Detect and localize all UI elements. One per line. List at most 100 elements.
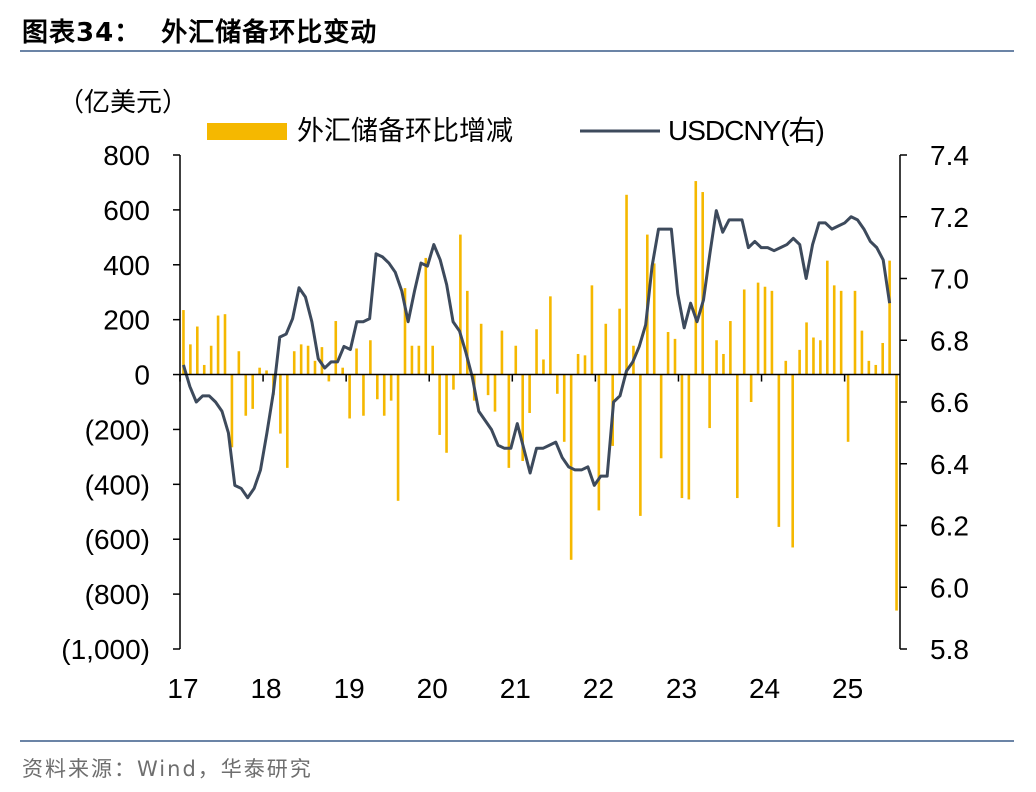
bar: [382, 374, 386, 416]
bar: [618, 308, 621, 375]
bar: [846, 374, 850, 442]
bar: [652, 263, 656, 375]
bar: [749, 374, 753, 402]
bar: [798, 349, 801, 375]
bar: [299, 344, 303, 375]
legend-bar-label: 外汇储备环比增减: [297, 116, 513, 146]
bar: [403, 288, 407, 375]
left-tick-label: (800): [85, 579, 150, 610]
bar: [341, 367, 344, 375]
x-tick-label: 23: [666, 673, 697, 704]
bar: [292, 351, 296, 375]
bar: [763, 286, 767, 375]
bar: [355, 348, 358, 375]
bar: [562, 374, 566, 442]
x-tick-label: 21: [500, 673, 531, 704]
left-tick-label: (1,000): [61, 634, 150, 665]
right-tick-label: 6.0: [930, 572, 969, 603]
bar: [445, 374, 448, 453]
left-tick-label: 800: [103, 140, 150, 171]
bar: [687, 374, 691, 500]
bar: [694, 181, 698, 375]
bar: [826, 260, 829, 375]
left-tick-label: (600): [85, 524, 150, 555]
bar: [327, 374, 331, 382]
bar: [396, 374, 400, 501]
bar: [874, 364, 878, 375]
figure-title: 图表34： 外汇储备环比变动: [22, 18, 378, 48]
right-tick-label: 6.6: [930, 387, 969, 418]
bar: [251, 374, 254, 409]
bar: [209, 345, 213, 375]
bar: [459, 234, 462, 375]
bar: [230, 374, 234, 448]
bar: [535, 329, 538, 375]
bar: [493, 374, 497, 412]
left-tick-label: 600: [103, 195, 150, 226]
bar: [770, 290, 774, 375]
bar: [514, 345, 518, 375]
bar: [736, 374, 739, 499]
bar: [410, 345, 414, 375]
bar: [507, 374, 511, 468]
bar: [182, 310, 185, 375]
bar: [424, 257, 428, 375]
axes: [173, 154, 907, 650]
bar: [791, 374, 794, 548]
bar: [583, 355, 587, 375]
right-tick-label: 6.2: [930, 511, 969, 542]
bar: [819, 340, 822, 375]
bar: [466, 290, 469, 375]
bar: [196, 326, 199, 375]
x-tick-label: 20: [417, 673, 448, 704]
right-tick-label: 7.4: [930, 140, 969, 171]
bar: [805, 322, 808, 375]
bar: [777, 374, 781, 527]
bar-series: [182, 181, 898, 611]
bar: [244, 374, 248, 416]
bar: [334, 321, 338, 375]
bar: [389, 374, 393, 401]
bar: [279, 374, 282, 434]
bar: [673, 338, 677, 375]
bar: [742, 289, 746, 375]
bar: [867, 360, 871, 375]
legend-line-label: USDCNY(右): [668, 115, 824, 146]
legend-bar-swatch: [207, 123, 287, 140]
bar: [216, 315, 220, 375]
bar: [369, 340, 372, 375]
bar: [839, 290, 843, 375]
bar: [639, 374, 642, 516]
x-tick-label: 18: [250, 673, 281, 704]
bar: [258, 367, 261, 375]
bar: [729, 321, 732, 375]
bar: [313, 360, 317, 375]
bar: [542, 359, 545, 375]
bar: [479, 323, 483, 375]
left-tick-label: 200: [103, 305, 150, 336]
x-tick-label: 25: [832, 673, 863, 704]
bar: [860, 330, 864, 375]
bar: [881, 342, 884, 375]
bar: [576, 353, 580, 375]
bar: [625, 194, 628, 375]
bar: [237, 351, 241, 375]
bar: [604, 323, 608, 375]
left-axis-unit: （亿美元）: [58, 87, 188, 117]
bar: [189, 344, 192, 375]
bar: [521, 374, 524, 462]
bar: [417, 345, 421, 375]
x-tick-label: 19: [334, 673, 365, 704]
bar: [680, 374, 684, 499]
right-tick-label: 6.4: [930, 449, 969, 480]
bar: [784, 360, 788, 375]
bar: [452, 374, 455, 390]
bar: [708, 374, 711, 429]
footer-rule: [20, 740, 1014, 742]
right-tick-label: 5.8: [930, 634, 969, 665]
bar: [362, 374, 365, 416]
bar: [666, 332, 670, 375]
bar: [286, 374, 289, 468]
bar: [832, 285, 836, 375]
